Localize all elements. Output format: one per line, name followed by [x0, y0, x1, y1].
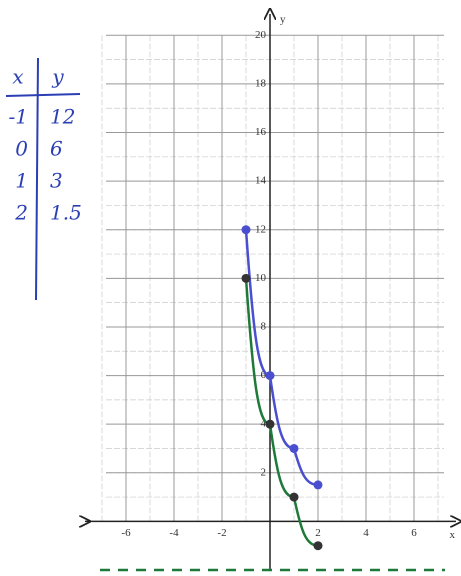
data-point	[266, 371, 275, 380]
y-tick-label: 18	[255, 77, 267, 89]
y-tick-label: 8	[261, 320, 267, 332]
table-cell: 3	[50, 169, 63, 193]
data-point	[266, 420, 275, 429]
table-cell: 0	[15, 137, 28, 161]
x-tick-label: 2	[315, 527, 321, 539]
y-tick-label: 2	[261, 466, 267, 478]
table-header: y	[51, 65, 64, 89]
data-point	[290, 493, 299, 502]
x-tick-label: 4	[363, 527, 369, 539]
graph-page: -6-4-22462468101214161820xy xy-112061321…	[0, 0, 461, 576]
y-tick-label: 16	[255, 126, 267, 138]
y-axis-label: y	[280, 14, 286, 26]
x-axis-label: x	[450, 529, 456, 541]
curve	[246, 230, 318, 485]
data-point	[242, 225, 251, 234]
curve	[246, 278, 318, 545]
table-divider	[6, 94, 80, 96]
y-tick-label: 10	[255, 272, 267, 284]
table-cell: 1.5	[50, 201, 82, 225]
plot	[100, 225, 445, 570]
x-tick-label: -4	[169, 527, 179, 539]
y-tick-label: 14	[255, 175, 267, 187]
x-tick-label: -6	[121, 527, 131, 539]
data-point	[242, 274, 251, 283]
table-cell: 12	[50, 105, 75, 129]
table-cell: 1	[15, 169, 28, 193]
y-tick-label: 12	[255, 223, 266, 235]
x-tick-label: -2	[217, 527, 226, 539]
table-header: x	[12, 65, 23, 89]
data-point	[290, 444, 299, 453]
y-tick-label: 20	[255, 29, 267, 41]
data-point	[314, 541, 323, 550]
data-point	[314, 480, 323, 489]
x-tick-label: 6	[411, 527, 417, 539]
table-cell: 2	[14, 201, 28, 225]
table-cell: -1	[9, 105, 28, 129]
table-cell: 6	[50, 137, 63, 161]
